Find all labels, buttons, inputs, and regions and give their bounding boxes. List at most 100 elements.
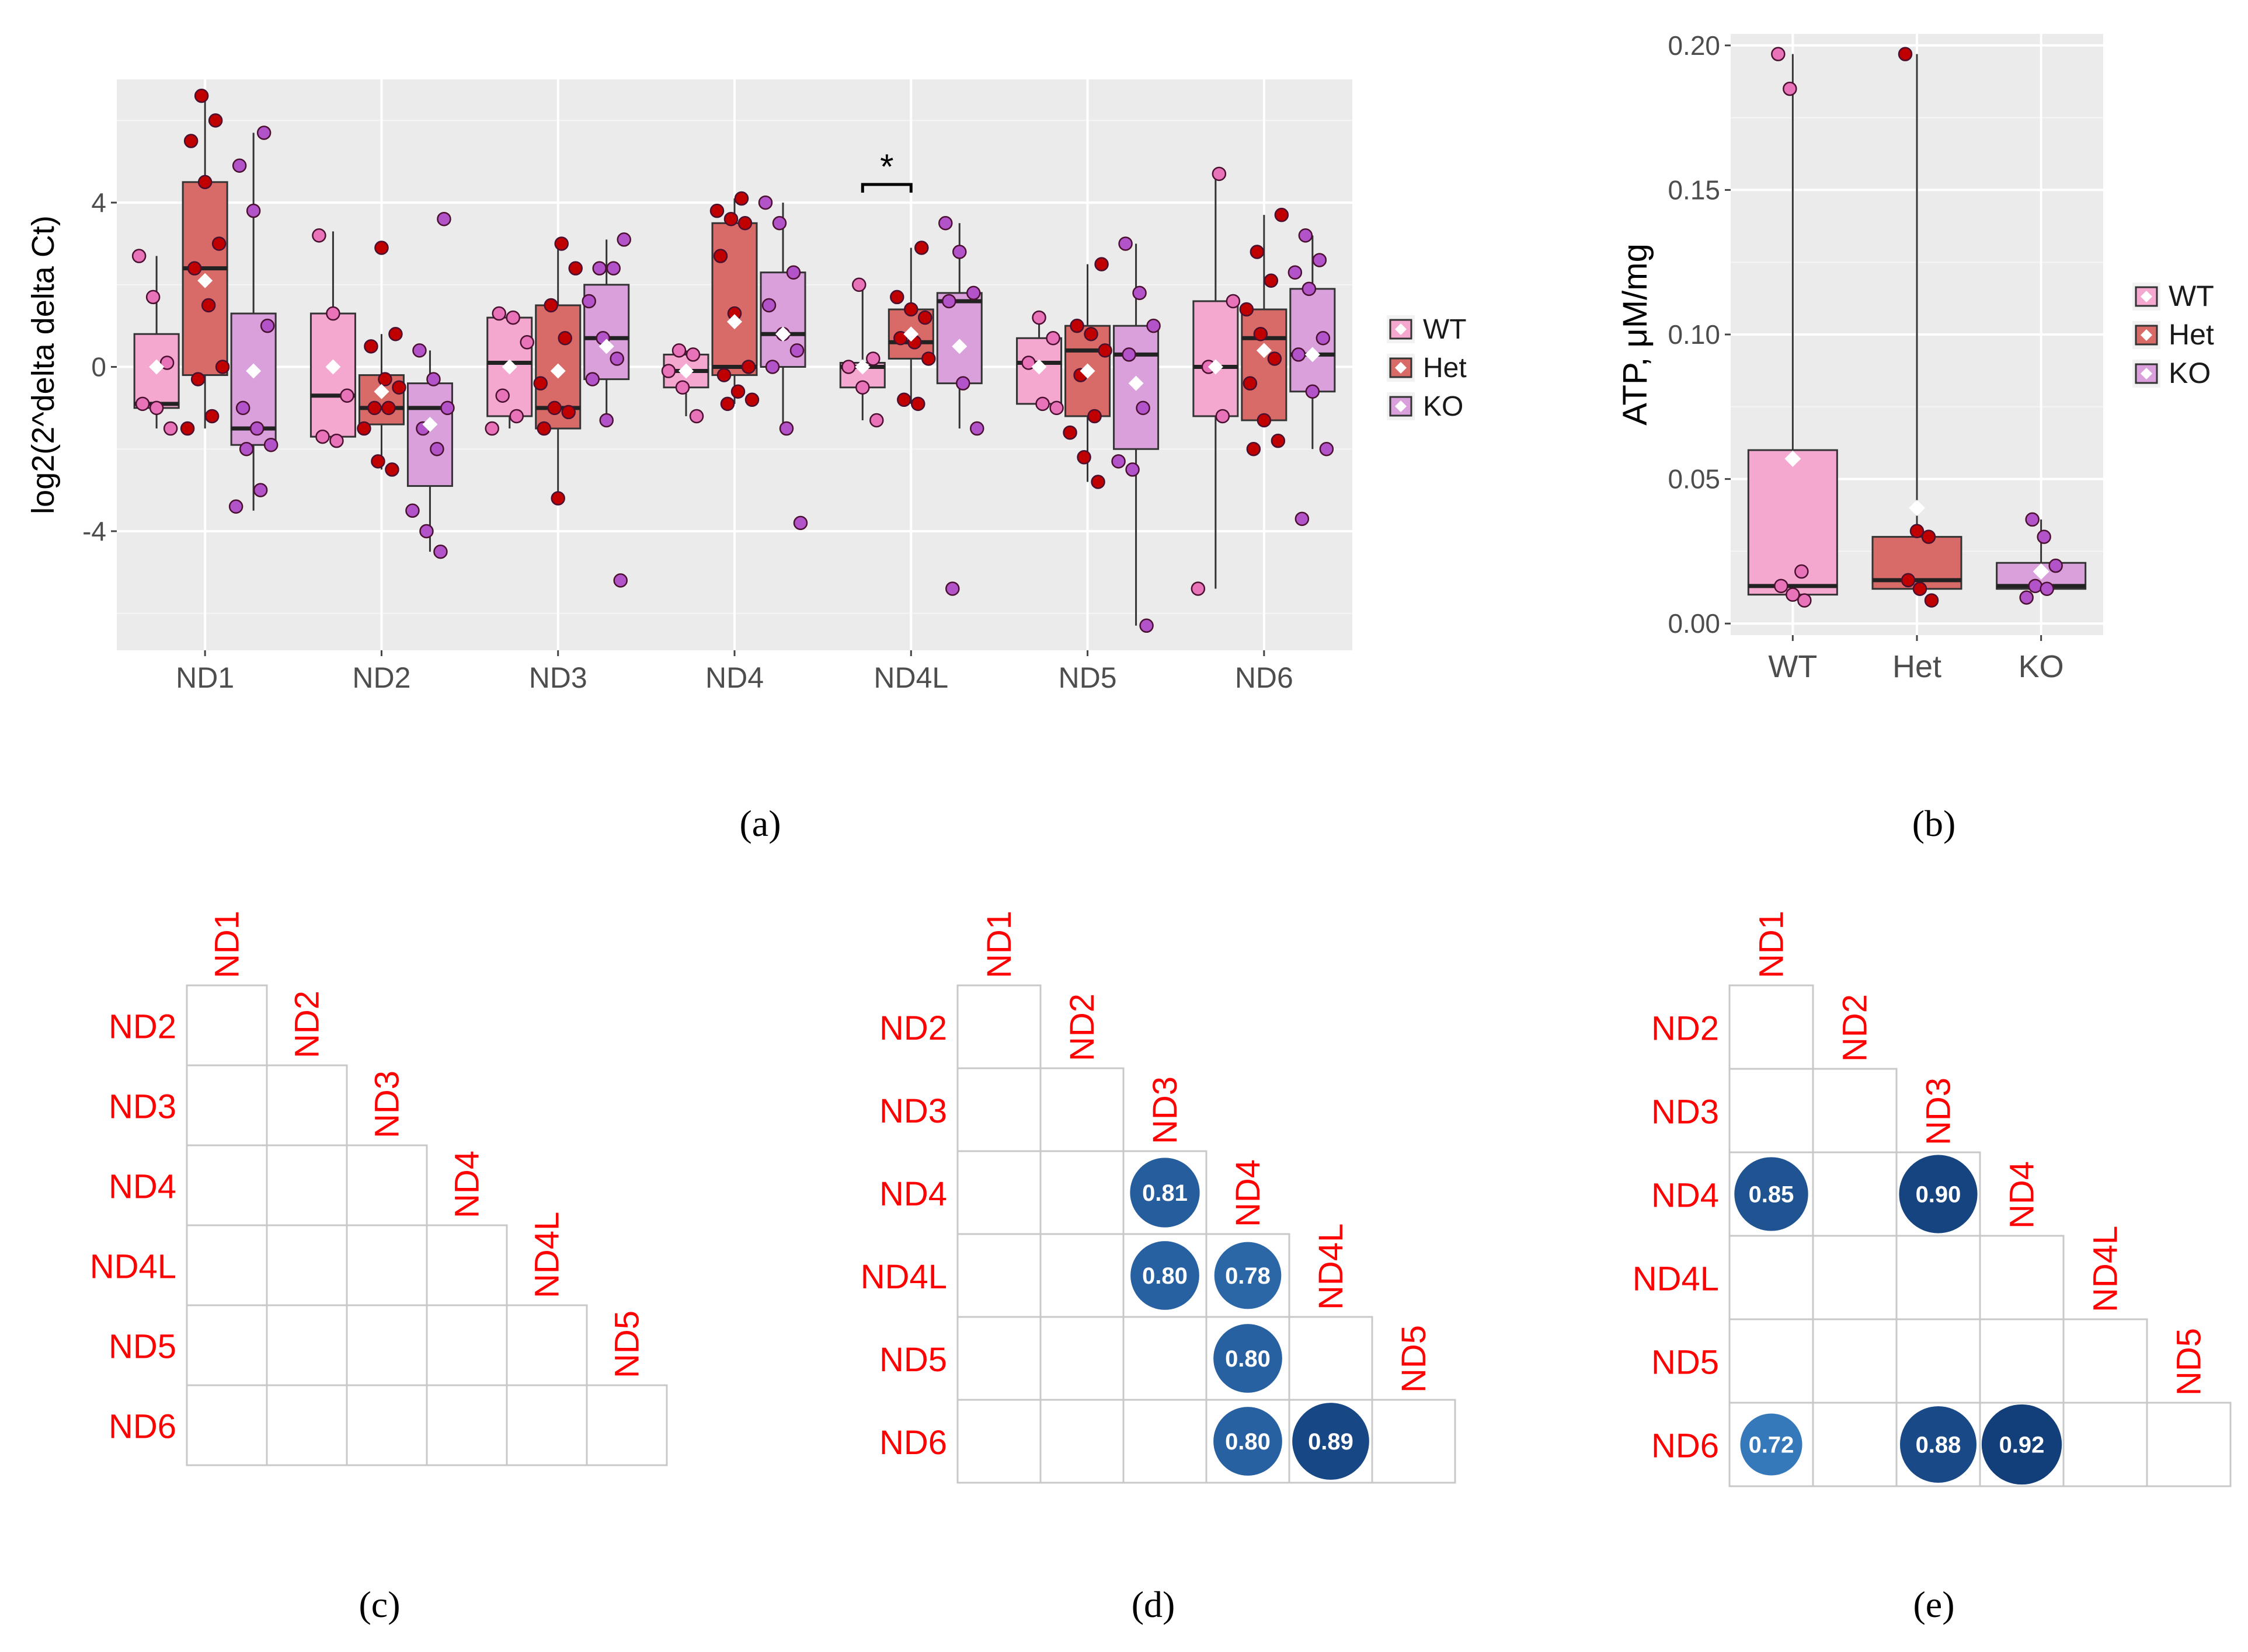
data-point [689, 409, 704, 424]
data-point [952, 245, 967, 259]
data-point [533, 376, 548, 391]
data-point [1898, 47, 1913, 61]
mean-marker [727, 314, 742, 330]
matrix-cell [2062, 1402, 2148, 1487]
matrix-cell [186, 1304, 268, 1386]
data-point [561, 405, 576, 420]
data-point [1212, 166, 1227, 182]
data-point [723, 211, 739, 226]
data-point [2040, 581, 2054, 597]
data-point [568, 261, 583, 276]
col-label-nd5: ND5 [2170, 1328, 2208, 1396]
matrix-cell [1039, 1399, 1125, 1484]
data-point [1786, 587, 1800, 602]
corr-value-label: 0.89 [1308, 1429, 1353, 1455]
matrix-cell [1812, 1235, 1898, 1320]
data-point [440, 400, 455, 416]
corr-value-label: 0.78 [1225, 1263, 1271, 1289]
data-point [610, 351, 624, 366]
matrix-cell [2062, 1318, 2148, 1404]
data-point [1291, 347, 1306, 362]
data-point [1783, 81, 1797, 96]
corr-circle-nd4-nd3 [1899, 1155, 1978, 1233]
data-point [385, 462, 399, 477]
mean-marker [903, 326, 919, 342]
data-point [204, 409, 220, 424]
col-label-nd3: ND3 [368, 1071, 406, 1138]
box-nd3-wt [485, 306, 534, 436]
box-nd5-wt [1016, 310, 1064, 416]
data-point [1316, 331, 1331, 346]
data-point [405, 503, 420, 518]
legend-mean-marker [1395, 323, 1407, 335]
data-point [921, 351, 936, 366]
data-point [187, 261, 202, 276]
data-point [1091, 475, 1105, 489]
corr-circle-nd4-nd3 [1130, 1158, 1200, 1228]
data-point [1771, 47, 1786, 61]
data-point [1250, 245, 1265, 259]
data-point [190, 372, 206, 386]
box-nd4-wt [661, 343, 709, 424]
y-tick-label: 0.10 [1668, 319, 1720, 350]
matrix-cell [426, 1384, 508, 1466]
box-body [1016, 337, 1063, 405]
panel-a-expression-boxplot: -4 0 4 ND1 ND2 ND3 ND4 ND4L ND5 ND6 log2(2^delta d… [26, 79, 1467, 844]
data-point [890, 290, 904, 305]
data-point [1087, 409, 1102, 424]
corr-value-label: 0.92 [1999, 1433, 2045, 1458]
box-nd1-ko [228, 126, 279, 514]
row-label-nd4l: ND4L [90, 1248, 176, 1286]
row-label-nd3: ND3 [1651, 1093, 1719, 1131]
matrix-cell [1728, 1318, 1814, 1404]
data-point [520, 335, 534, 350]
legend-mean-marker [2141, 368, 2152, 379]
y-tick-label: 0.20 [1668, 30, 1720, 61]
data-point [852, 277, 867, 292]
data-point [159, 356, 175, 370]
row-label-nd4l: ND4L [861, 1258, 947, 1296]
data-point [1253, 326, 1268, 341]
data-point [730, 384, 746, 399]
mean-marker [422, 417, 438, 433]
data-point [1035, 396, 1050, 412]
data-point [374, 241, 389, 255]
corr-circle-nd6-nd4 [1213, 1407, 1282, 1476]
data-point [253, 483, 268, 497]
legend-label-het: Het [1423, 353, 1467, 384]
matrix-cell [426, 1304, 508, 1386]
y-tick-label: 0.15 [1668, 175, 1720, 205]
data-point [249, 421, 265, 436]
row-label-nd5: ND5 [109, 1328, 176, 1366]
box-nd6-het [1239, 207, 1289, 456]
data-point [685, 347, 701, 362]
row-label-nd6: ND6 [879, 1424, 947, 1462]
matrix-cell [266, 1144, 348, 1226]
row-label-nd6: ND6 [109, 1408, 176, 1446]
legend-label-het: Het [2169, 318, 2214, 351]
x-tick-label: WT [1768, 649, 1817, 684]
box-nd4-ko [758, 195, 808, 531]
box-nd1-wt [131, 249, 180, 436]
col-label-nd4l: ND4L [528, 1212, 566, 1298]
data-point [2048, 558, 2063, 573]
legend-label-wt: WT [1423, 314, 1467, 345]
caption-d: (d) [1132, 1584, 1175, 1625]
box-body [1192, 300, 1239, 417]
box-nd4l-ko [936, 216, 984, 596]
data-point [412, 343, 427, 358]
mean-marker [502, 359, 517, 375]
matrix-cell [1812, 1151, 1898, 1237]
col-label-nd1: ND1 [208, 911, 246, 978]
row-label-nd5: ND5 [879, 1341, 947, 1379]
box-nd3-het [533, 236, 583, 506]
box-body [1241, 308, 1287, 421]
matrix-cell [266, 1384, 348, 1466]
data-point [2037, 529, 2051, 544]
matrix-cell [1812, 1068, 1898, 1153]
mean-marker [1128, 375, 1144, 391]
box-nd4l-het [888, 241, 936, 412]
data-point [2025, 512, 2040, 527]
box-nd2-het [357, 241, 406, 477]
